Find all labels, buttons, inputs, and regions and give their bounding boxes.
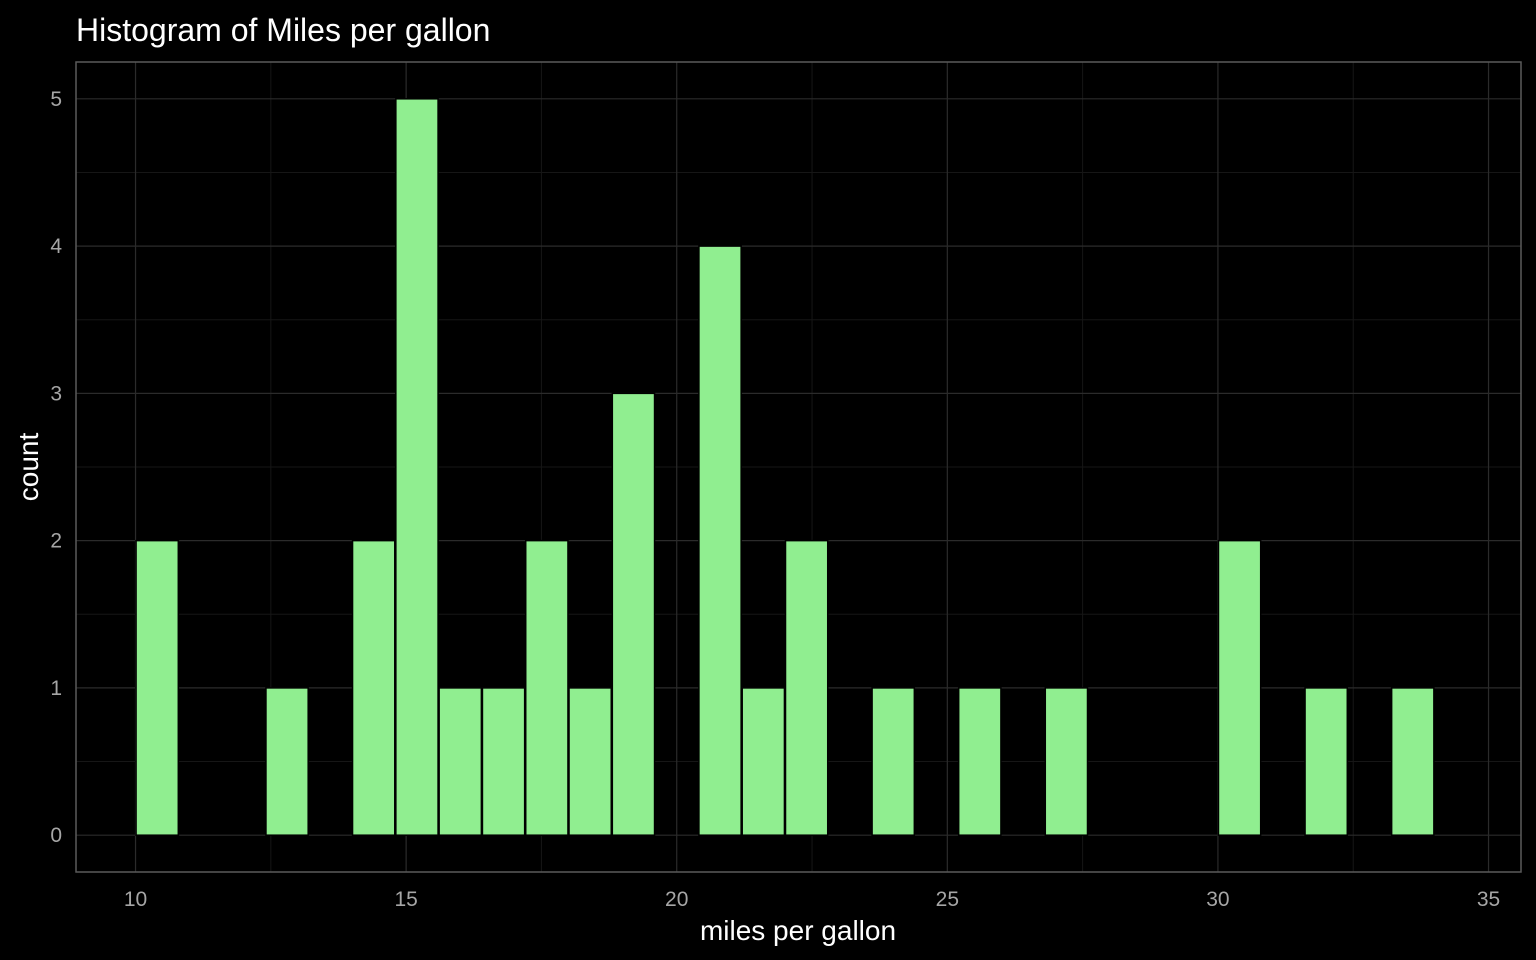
x-tick-label: 30 — [1206, 888, 1229, 911]
histogram-bar — [481, 687, 526, 836]
histogram-bar — [1217, 539, 1262, 836]
histogram-bar — [395, 98, 439, 836]
histogram-bar — [1390, 687, 1435, 836]
y-axis-title: count — [13, 433, 44, 502]
histogram-bar — [135, 539, 180, 836]
x-axis-ticks: 10 15 20 25 30 35 — [124, 888, 1500, 911]
y-tick-label: 1 — [50, 677, 62, 700]
histogram-bar — [611, 392, 656, 836]
x-tick-label: 20 — [665, 888, 688, 911]
histogram-bar — [741, 687, 786, 836]
y-axis-ticks: 0 1 2 3 4 5 — [50, 88, 62, 847]
panel-border — [75, 61, 1522, 873]
histogram-bar — [265, 687, 309, 836]
histogram-bar — [438, 687, 483, 836]
y-tick-label: 5 — [50, 88, 62, 111]
y-tick-label: 0 — [50, 824, 62, 847]
x-tick-label: 35 — [1477, 888, 1500, 911]
histogram-bar — [1304, 687, 1349, 836]
histogram-bar — [698, 245, 742, 836]
y-tick-label: 3 — [50, 382, 62, 405]
y-tick-label: 2 — [50, 530, 62, 553]
histogram-bars — [135, 98, 1435, 836]
histogram-bar — [871, 687, 916, 836]
x-axis-title: miles per gallon — [700, 915, 896, 946]
histogram-bar — [524, 539, 569, 836]
histogram-bar — [784, 539, 829, 836]
x-tick-label: 15 — [394, 888, 417, 911]
histogram-bar — [957, 687, 1002, 836]
x-tick-label: 10 — [124, 888, 147, 911]
histogram-bar — [568, 687, 612, 836]
x-tick-label: 25 — [936, 888, 959, 911]
y-tick-label: 4 — [50, 235, 62, 258]
histogram-bar — [351, 539, 396, 836]
histogram-bar — [1044, 687, 1089, 836]
chart-title: Histogram of Miles per gallon — [76, 12, 490, 48]
